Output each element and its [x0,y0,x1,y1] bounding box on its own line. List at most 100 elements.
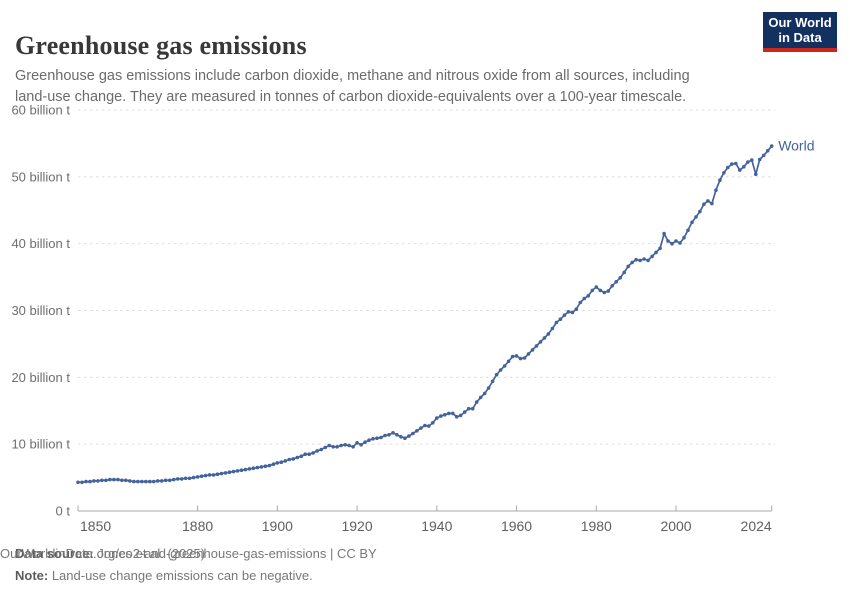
data-point [223,471,228,475]
data-point [427,424,431,428]
data-point [291,457,296,461]
chart-title: Greenhouse gas emissions [15,31,307,61]
x-tick-label: 1920 [341,518,372,534]
data-point [112,477,116,482]
data-point [734,161,738,166]
data-point [698,209,702,214]
data-point [526,352,531,356]
data-point [570,310,575,315]
data-point [279,460,284,465]
data-point [116,477,120,482]
data-point [199,474,204,479]
x-tick-label: 1880 [182,518,213,534]
footer-note-value: Land-use change emissions can be negativ… [48,568,313,583]
data-point [263,464,268,469]
world-series-line [77,145,773,484]
owid-logo-red-bar [763,48,837,52]
data-point [151,479,156,484]
data-point [327,443,332,448]
data-point [586,294,591,298]
data-point [132,479,136,484]
data-point [550,326,555,331]
data-point [757,157,762,162]
y-tick-label: 20 billion t [11,370,70,385]
footer-source-value: Jones et al. (2025) [93,546,206,561]
data-point [542,336,547,340]
data-point [634,257,638,262]
data-point [76,480,80,485]
data-point [171,477,176,482]
x-tick-label: 2024 [741,518,772,534]
data-point [108,477,112,482]
data-point [148,479,152,484]
data-point [355,441,359,445]
data-point [666,239,670,243]
data-point [195,475,200,479]
data-point [466,406,471,411]
data-point [395,433,399,437]
data-point [128,479,132,483]
data-point [626,264,630,269]
data-point [183,476,188,481]
x-tick-label: 1940 [421,518,452,534]
data-point [375,436,379,441]
footer-source: Data source: Jones et al. (2025) [15,546,850,561]
data-point [690,220,694,225]
data-point [136,479,140,484]
data-point [546,332,551,336]
data-point [227,470,232,475]
data-point [518,356,523,361]
data-point [618,276,622,280]
footer-url-credit[interactable]: OurWorldinData.org/co2-and-greenhouse-ga… [0,546,377,561]
data-point [750,158,754,162]
data-point [447,411,451,416]
data-point [562,313,567,318]
data-point [738,168,742,172]
data-point [502,364,507,368]
data-point [761,153,766,158]
owid-logo[interactable]: Our World in Data [763,12,837,48]
data-point [606,289,610,293]
data-point [243,467,248,472]
data-point [140,479,144,484]
data-point [163,478,168,483]
data-point [144,479,148,484]
data-point [451,411,455,416]
data-point [419,426,423,430]
data-point [287,457,292,462]
data-point [590,288,595,293]
data-point [167,478,172,483]
data-point [694,215,698,219]
data-point [359,443,363,447]
series-end-label[interactable]: World [778,138,814,154]
data-point [104,478,108,483]
data-point [295,455,300,460]
owid-logo-line1: Our World [768,15,832,30]
data-point [769,144,774,148]
data-point [706,199,710,203]
data-point [235,469,240,473]
data-point [534,344,539,348]
y-tick-label: 40 billion t [11,236,70,251]
x-tick-label: 1960 [501,518,532,534]
data-point [431,421,435,425]
data-point [347,443,351,448]
data-point [474,400,479,404]
data-point [602,290,607,295]
data-point [271,462,276,467]
data-point [514,354,519,358]
data-point [423,423,427,428]
data-point [411,431,415,436]
data-point [299,454,304,459]
data-point [566,310,571,314]
footer-note-label: Note: [15,568,49,583]
data-point [251,466,256,471]
x-tick-label: 1900 [262,518,293,534]
data-point [554,320,559,325]
data-point [311,451,316,455]
data-point [207,473,212,477]
data-point [498,368,503,372]
data-point [454,415,459,419]
